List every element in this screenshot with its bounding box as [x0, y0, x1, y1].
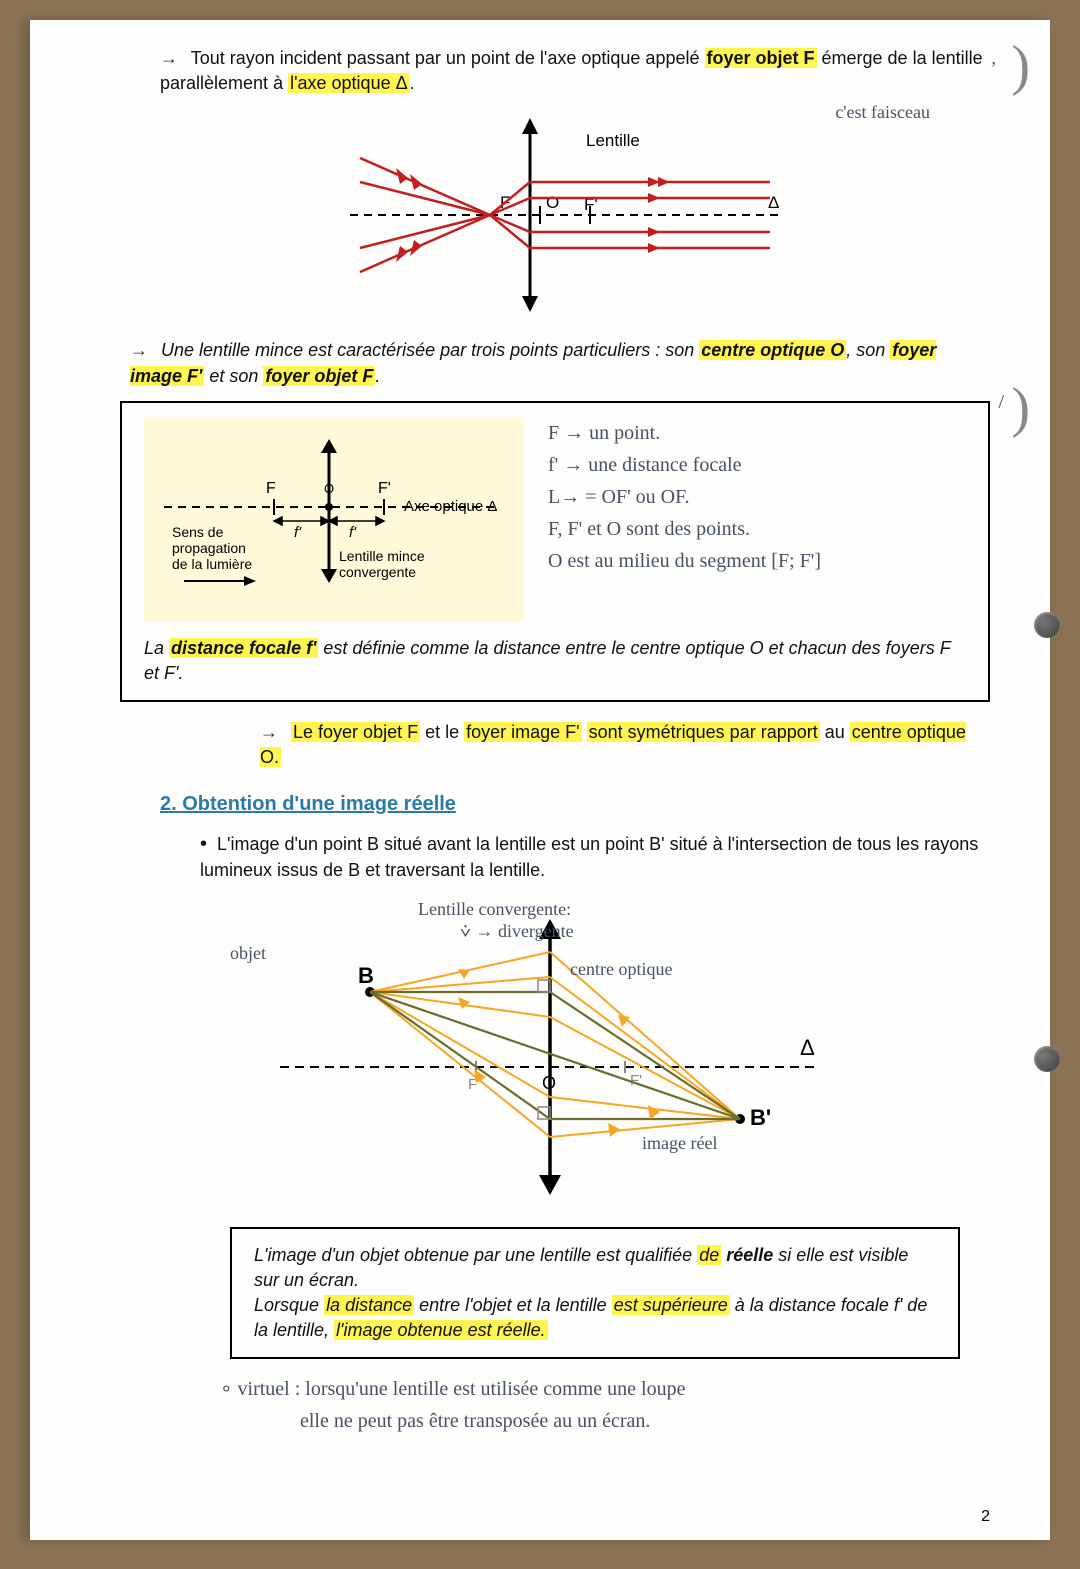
paragraph-2: Une lentille mince est caractérisée par … [130, 338, 990, 388]
d1-Delta: Δ [768, 193, 779, 212]
box1-line2: Lorsque la distance entre l'objet et la … [254, 1293, 936, 1343]
p3-hl: distance focale f' [169, 638, 318, 658]
b1-l2b: la distance [324, 1295, 414, 1315]
handwriting-block-3: ∘ virtuel : lorsqu'une lentille est util… [220, 1373, 990, 1437]
handwriting-note-1: c'est faisceau [835, 98, 930, 127]
svg-text:B: B [358, 963, 374, 988]
svg-text:O: O [324, 481, 334, 496]
diagram-2-panel: F O F' f' f' Axe optique Δ Sens de propa… [144, 417, 524, 622]
hw3-l2: elle ne peut pas être transposée au un é… [300, 1405, 990, 1437]
svg-text:O: O [542, 1073, 556, 1093]
paragraph-5: L'image d'un point B situé avant la lent… [200, 830, 990, 883]
svg-text:F': F' [378, 480, 391, 497]
box-row: F O F' f' f' Axe optique Δ Sens de propa… [144, 417, 966, 622]
diagram-3: Δ O F F' B B' [150, 897, 990, 1197]
hw-divergente: ⩒ → divergente [460, 917, 574, 946]
punch-hole [1034, 1046, 1060, 1072]
p1-hl2: l'axe optique Δ [288, 73, 410, 93]
p3-pre: La [144, 638, 169, 658]
punch-hole [1034, 612, 1060, 638]
b1-l2d: est supérieure [612, 1295, 730, 1315]
hw2-l4: F, F' et O sont des points. [548, 513, 821, 545]
svg-text:F': F' [630, 1072, 642, 1089]
p1-post: . [410, 73, 415, 93]
margin-comma: , [992, 44, 997, 73]
page-number: 2 [981, 1508, 990, 1526]
b1-l1a: L'image d'un objet obtenue par une lenti… [254, 1245, 697, 1265]
svg-text:f': f' [294, 524, 302, 541]
diagram-1-svg: Lentille F O F' Δ [330, 110, 810, 320]
summary-box: L'image d'un objet obtenue par une lenti… [230, 1227, 960, 1360]
d1-lentille: Lentille [586, 131, 640, 150]
section-2-heading: 2. Obtention d'une image réelle [160, 793, 990, 816]
svg-text:f': f' [349, 524, 357, 541]
margin-slash: / [998, 386, 1004, 418]
p1-pre: Tout rayon incident passant par un point… [191, 48, 705, 68]
b1-l2f: l'image obtenue est réelle. [334, 1320, 548, 1340]
hw2-l5: O est au milieu du segment [F; F'] [548, 545, 821, 577]
margin-brace: ) [1011, 376, 1030, 440]
p2-post: . [375, 366, 380, 386]
p4-mid: et le [420, 722, 464, 742]
diagram-2-svg: F O F' f' f' Axe optique Δ Sens de propa… [154, 427, 514, 607]
margin-brace: ) [1011, 34, 1030, 98]
p2-hl1: centre optique O [699, 340, 846, 360]
p2-mid: , son [846, 340, 890, 360]
paragraph-3: La distance focale f' est définie comme … [144, 636, 966, 686]
b1-l1b: de [697, 1245, 721, 1265]
p4-hl1: Le foyer objet F [291, 722, 420, 742]
svg-text:de la lumière: de la lumière [172, 556, 252, 572]
hw2-l2: f' → une distance focale [548, 449, 821, 481]
p4-mid2 [582, 722, 587, 742]
svg-text:Δ: Δ [800, 1035, 815, 1060]
box1-line1: L'image d'un objet obtenue par une lenti… [254, 1243, 936, 1293]
svg-text:B': B' [750, 1105, 771, 1130]
d1-O: O [546, 193, 559, 212]
b1-l1c: réelle [721, 1245, 778, 1265]
handwriting-block-2: F → un point. f' → une distance focale L… [548, 417, 821, 577]
svg-text:Axe optique Δ: Axe optique Δ [404, 498, 497, 515]
p1-hl1: foyer objet F [705, 48, 817, 68]
paragraph-1: Tout rayon incident passant par un point… [160, 46, 990, 96]
p2-pre: Une lentille mince est caractérisée par … [161, 340, 699, 360]
svg-text:convergente: convergente [339, 564, 416, 580]
paragraph-4: Le foyer objet F et le foyer image F' so… [260, 720, 990, 770]
hw2-l3: L→ = OF' ou OF. [548, 481, 821, 513]
p2-hl3: foyer objet F [263, 366, 375, 386]
hw-image-reel: image réel [642, 1129, 717, 1158]
p2-mid2: et son [204, 366, 263, 386]
svg-text:propagation: propagation [172, 540, 246, 556]
svg-text:Lentille mince: Lentille mince [339, 548, 425, 564]
p4-mid3: au [820, 722, 850, 742]
svg-text:F: F [266, 480, 276, 497]
hw2-l1: F → un point. [548, 417, 821, 449]
p4-hl2a: sont symétriques par rapport [587, 722, 820, 742]
svg-text:Sens de: Sens de [172, 524, 224, 540]
definition-box: F O F' f' f' Axe optique Δ Sens de propa… [120, 401, 990, 702]
p4-hl1b: foyer image F' [464, 722, 581, 742]
hw-centre-optique: centre optique [570, 955, 672, 984]
hw-objet: objet [230, 939, 266, 968]
b1-l2c: entre l'objet et la lentille [414, 1295, 612, 1315]
page: ) ) , / Tout rayon incident passant par … [30, 20, 1050, 1540]
b1-l2a: Lorsque [254, 1295, 324, 1315]
hw3-l1: ∘ virtuel : lorsqu'une lentille est util… [220, 1373, 990, 1405]
diagram-1: Lentille F O F' Δ [150, 110, 990, 320]
